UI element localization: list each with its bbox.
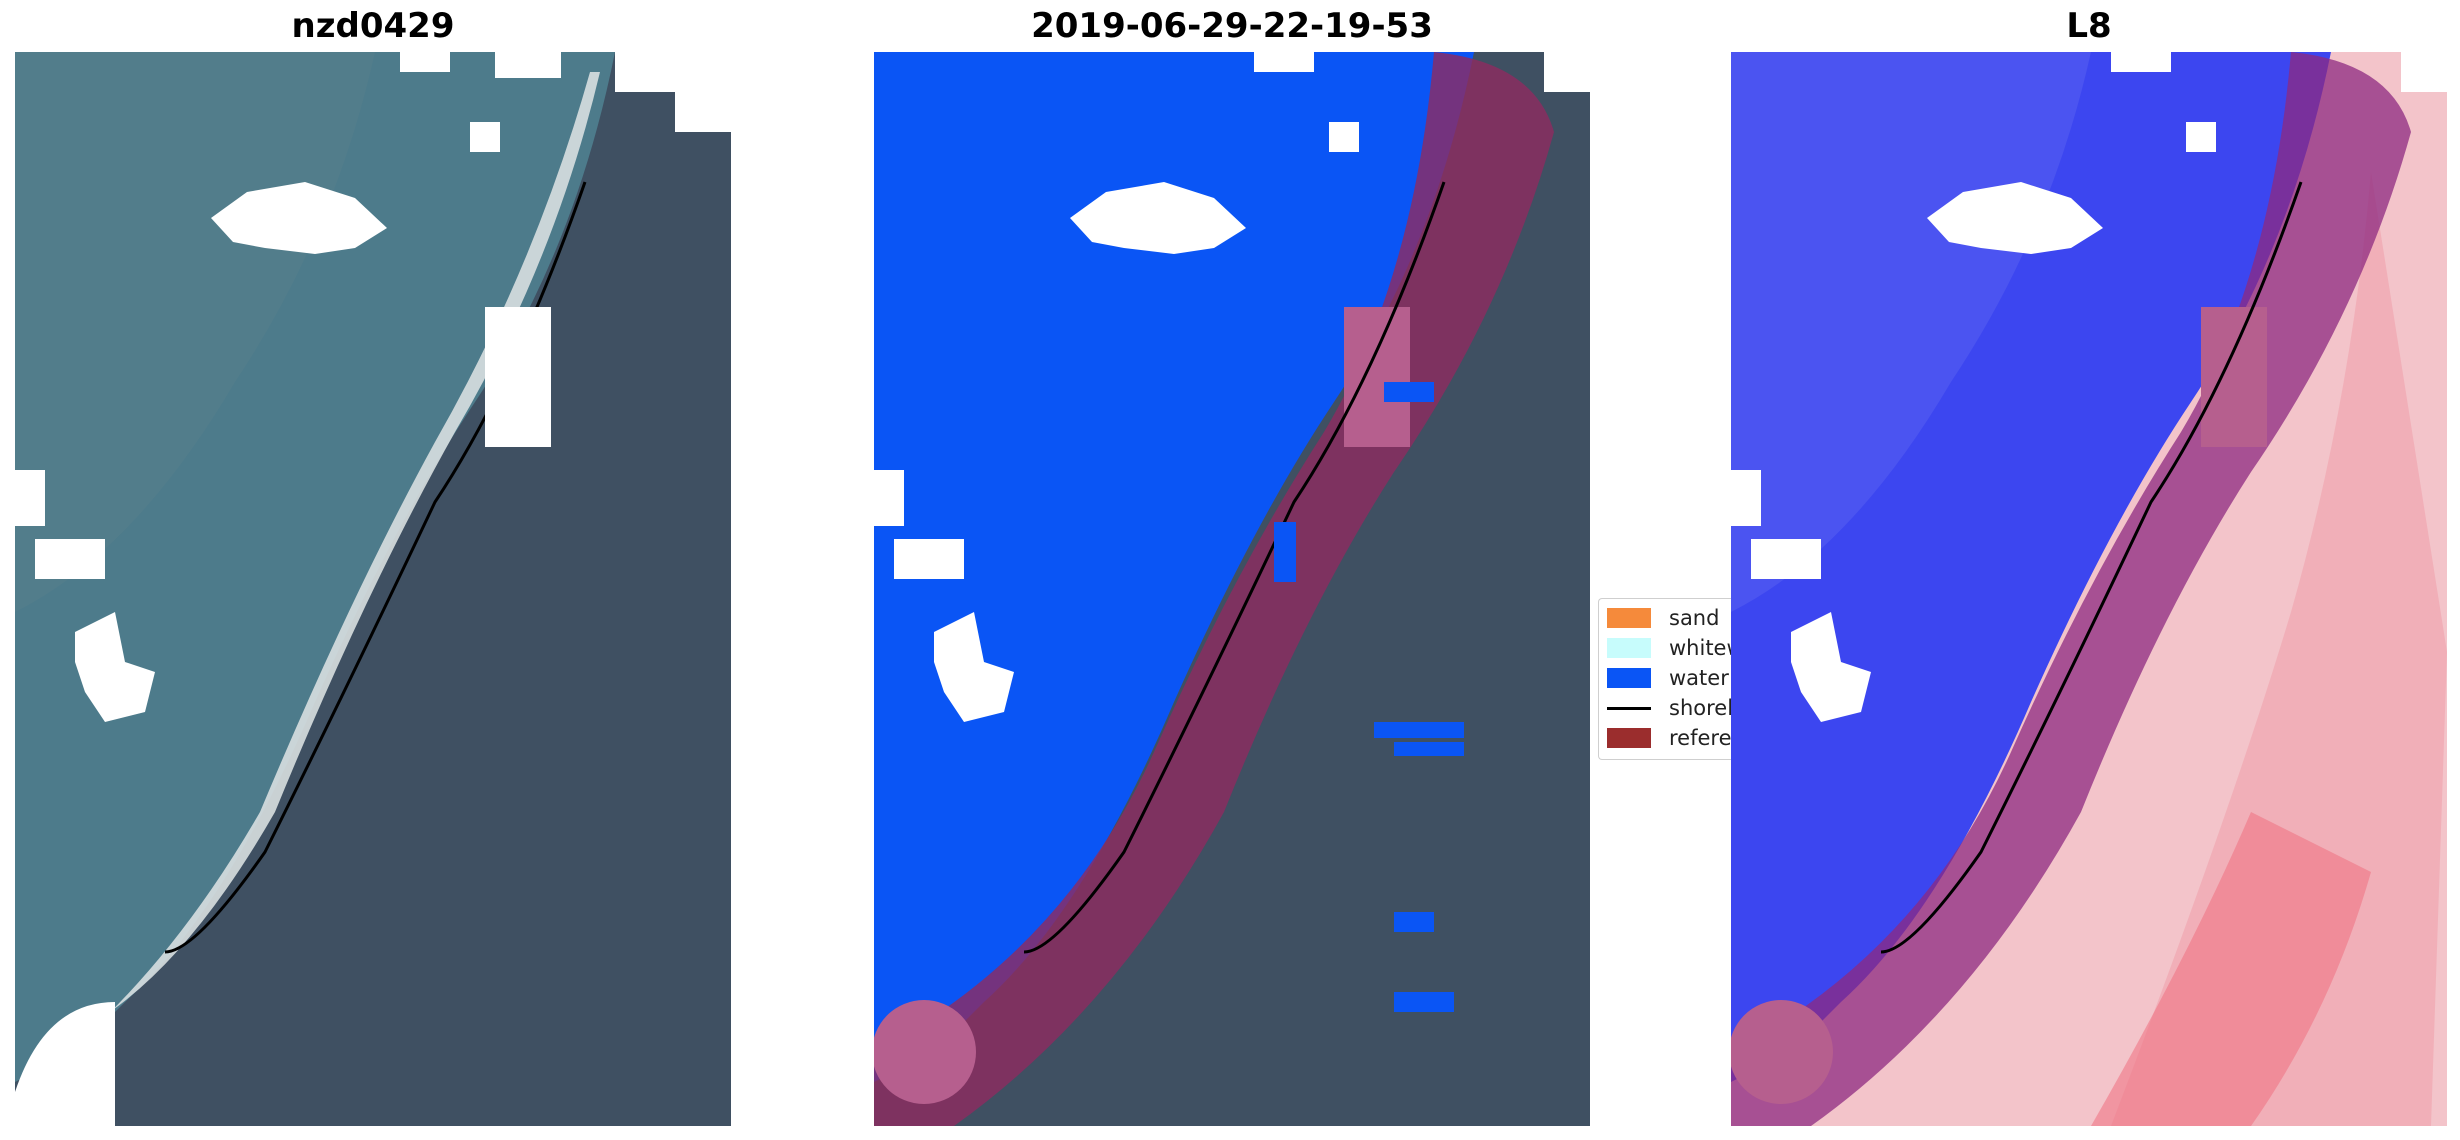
legend-swatch-whitewater (1607, 638, 1651, 658)
panel-title-index: L8 (2066, 6, 2112, 46)
rgb-image-panel (15, 52, 731, 1126)
legend-swatch-shoreline (1607, 706, 1651, 710)
detected-shoreline (1023, 181, 1446, 954)
rgb-satellite-image (15, 52, 731, 1126)
cloud-mask-patches (1731, 52, 2447, 722)
water-class-area (874, 52, 1474, 1082)
panel-title-rgb: nzd0429 (291, 6, 455, 46)
legend-swatch-water (1607, 668, 1651, 688)
index-image-panel (1731, 52, 2447, 1126)
legend-label-water: water (1669, 666, 1729, 690)
legend-label-reference: reference shoreline buffer (1669, 726, 1738, 750)
legend-item-reference: reference shoreline buffer (1607, 725, 1738, 751)
legend-item-shoreline: shoreline (1607, 695, 1738, 721)
legend-swatch-sand (1607, 608, 1651, 628)
legend-item-sand: sand (1607, 605, 1719, 631)
legend-label-sand: sand (1669, 606, 1720, 630)
buffer-endcap (874, 1000, 976, 1104)
index-satellite-image (1731, 52, 2447, 1126)
legend-label-shoreline: shoreline (1669, 696, 1738, 720)
detected-shoreline (1880, 181, 2303, 954)
inland-water-patches (1274, 382, 1464, 1012)
cloud-mask-patches (15, 52, 731, 722)
cloud-mask (15, 1002, 115, 1126)
cloud-mask-patches (874, 52, 1590, 722)
panel-title-classified: 2019-06-29-22-19-53 (1031, 6, 1433, 46)
legend-item-water: water (1607, 665, 1729, 691)
classified-satellite-image (874, 52, 1590, 1126)
classified-image-panel (874, 52, 1590, 1126)
legend-swatch-reference (1607, 728, 1651, 748)
